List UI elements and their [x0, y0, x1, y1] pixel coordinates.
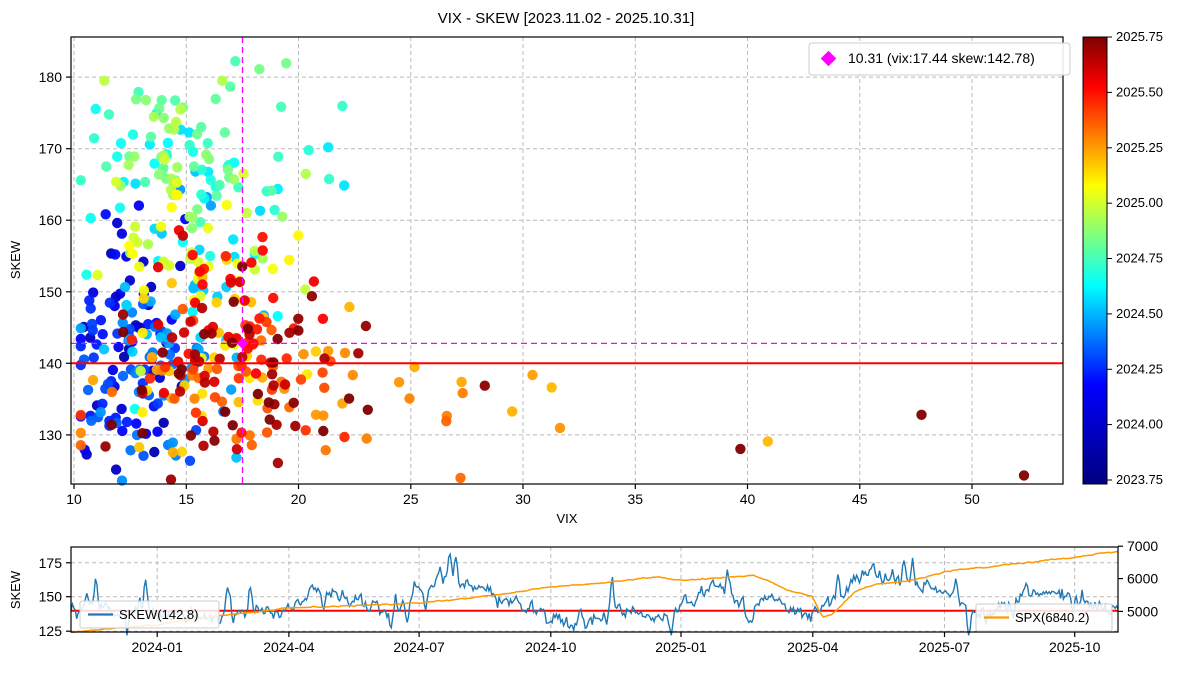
svg-text:SKEW(142.8): SKEW(142.8): [119, 607, 198, 622]
svg-text:175: 175: [39, 555, 63, 571]
svg-text:170: 170: [39, 141, 63, 157]
svg-text:2024-01: 2024-01: [132, 639, 184, 655]
svg-text:SPX(6840.2): SPX(6840.2): [1015, 610, 1089, 625]
svg-text:2025.75: 2025.75: [1116, 29, 1163, 44]
svg-text:2024.00: 2024.00: [1116, 417, 1163, 432]
svg-text:2025-10: 2025-10: [1049, 639, 1101, 655]
svg-text:2025-04: 2025-04: [787, 639, 839, 655]
svg-text:2025.50: 2025.50: [1116, 84, 1163, 99]
svg-text:45: 45: [852, 491, 868, 507]
svg-text:SKEW: SKEW: [8, 570, 23, 609]
svg-text:10.31 (vix:17.44 skew:142.78): 10.31 (vix:17.44 skew:142.78): [848, 50, 1035, 66]
svg-text:2024.25: 2024.25: [1116, 361, 1163, 376]
svg-text:5000: 5000: [1127, 603, 1158, 619]
svg-text:20: 20: [291, 491, 307, 507]
svg-text:125: 125: [39, 623, 63, 639]
svg-text:180: 180: [39, 69, 63, 85]
svg-text:7000: 7000: [1127, 538, 1158, 554]
svg-text:25: 25: [403, 491, 419, 507]
svg-text:2024.75: 2024.75: [1116, 251, 1163, 266]
svg-text:VIX - SKEW [2023.11.02 - 2025.: VIX - SKEW [2023.11.02 - 2025.10.31]: [438, 10, 695, 27]
svg-text:2024.50: 2024.50: [1116, 306, 1163, 321]
svg-text:2025.00: 2025.00: [1116, 195, 1163, 210]
svg-text:150: 150: [39, 284, 63, 300]
svg-text:2024-07: 2024-07: [393, 639, 445, 655]
svg-text:15: 15: [179, 491, 195, 507]
svg-text:150: 150: [39, 589, 63, 605]
svg-text:30: 30: [515, 491, 531, 507]
svg-text:6000: 6000: [1127, 571, 1158, 587]
svg-text:35: 35: [628, 491, 644, 507]
svg-text:40: 40: [740, 491, 756, 507]
svg-text:2025-01: 2025-01: [655, 639, 707, 655]
svg-text:130: 130: [39, 427, 63, 443]
svg-text:50: 50: [964, 491, 980, 507]
svg-text:2023.75: 2023.75: [1116, 472, 1163, 487]
svg-text:2024-04: 2024-04: [263, 639, 315, 655]
svg-text:160: 160: [39, 212, 63, 228]
svg-text:140: 140: [39, 355, 63, 371]
svg-text:SKEW: SKEW: [8, 240, 23, 279]
svg-text:2025-07: 2025-07: [919, 639, 971, 655]
svg-text:10: 10: [66, 491, 82, 507]
svg-text:VIX: VIX: [557, 511, 578, 526]
svg-text:2025.25: 2025.25: [1116, 140, 1163, 155]
svg-text:2024-10: 2024-10: [525, 639, 577, 655]
